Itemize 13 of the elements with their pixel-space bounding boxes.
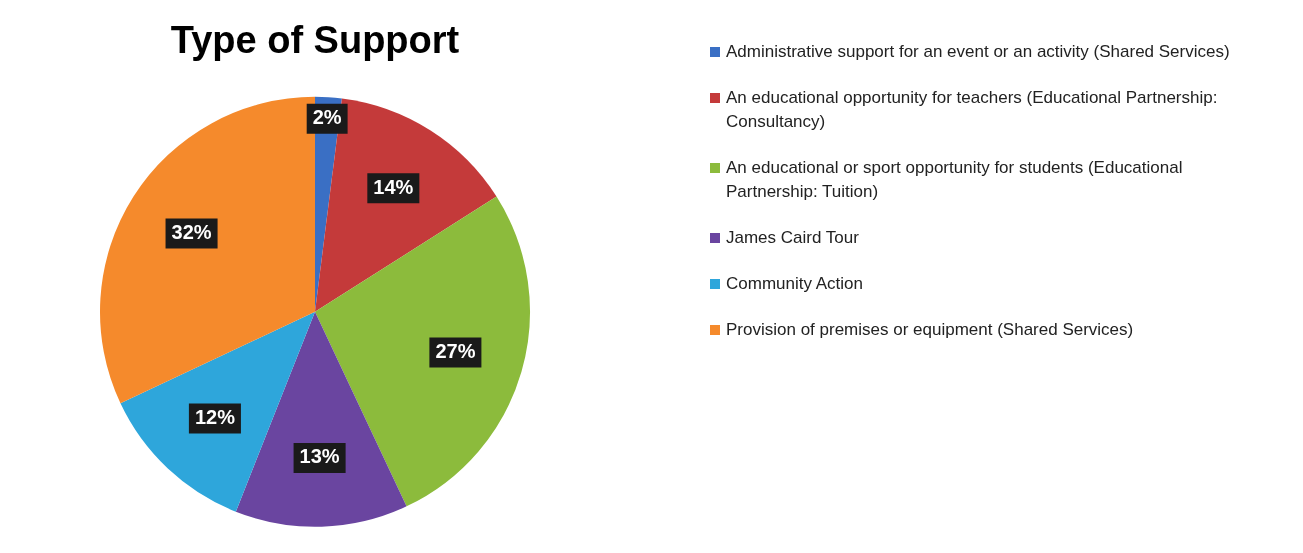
data-label: 12% — [194, 405, 236, 428]
data-label: 2% — [312, 106, 342, 129]
data-label: 32% — [171, 220, 212, 243]
legend-label: Administrative support for an event or an activity (Shared Services) — [726, 41, 1230, 63]
legend-label: Community Action — [726, 273, 863, 295]
legend-label: An educational or sport opportunity for students (Educational Partnership: Tuition) — [726, 157, 1184, 203]
legend-label: An educational opportunity for teachers (Educational Partnership: Consultancy) — [726, 87, 1219, 133]
data-label: 13% — [299, 445, 340, 468]
chart-title: Type of Support — [170, 19, 460, 62]
data-label: 27% — [435, 340, 476, 363]
data-label: 14% — [373, 175, 414, 198]
legend-label: James Caird Tour — [726, 227, 859, 249]
legend-label: Provision of premises or equipment (Shared Services) — [726, 319, 1134, 341]
